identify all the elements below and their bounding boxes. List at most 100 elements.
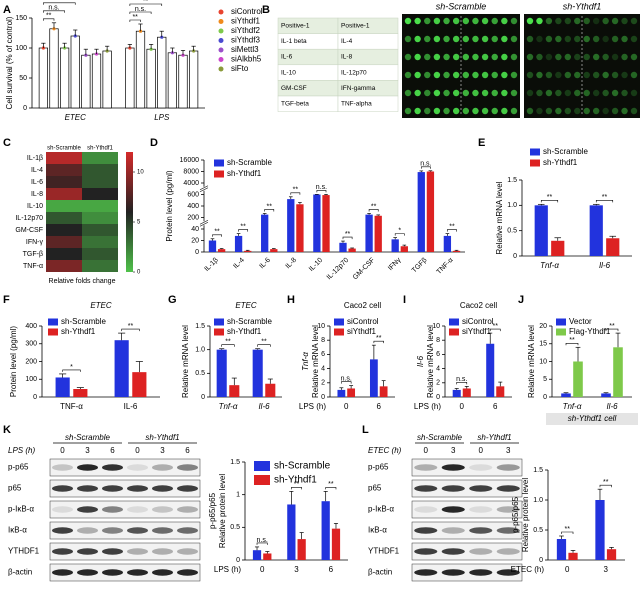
array-spot — [424, 53, 431, 61]
significance-bracket — [43, 2, 76, 5]
bar — [321, 501, 330, 560]
y-tick-label: 8000 — [183, 168, 199, 175]
array-spot — [443, 71, 450, 79]
bar — [38, 47, 48, 109]
row-label: IL-6 — [31, 179, 43, 186]
blot-band — [102, 464, 123, 471]
significance-label: n.s. — [48, 5, 59, 12]
x-tick-label: IL-6 — [124, 402, 138, 411]
array-spot — [574, 107, 581, 115]
panel-letter: J — [518, 294, 524, 306]
bar — [91, 53, 102, 109]
significance-bracket — [121, 328, 140, 332]
significance-bracket — [129, 3, 163, 6]
row-label: YTHDF1 — [368, 547, 400, 556]
heat-cell — [82, 224, 118, 236]
blot-band — [414, 527, 438, 534]
caption-box — [546, 413, 638, 425]
table-label: IL-1 beta — [281, 38, 307, 45]
heat-cell — [82, 248, 118, 260]
array-spot — [501, 17, 508, 25]
y-axis-label: Relative protein level — [218, 474, 227, 548]
y-tick-label: 1.5 — [230, 459, 240, 466]
array-spot — [621, 53, 628, 61]
array-spot — [545, 107, 553, 115]
array-spot — [555, 53, 562, 61]
array-spot — [433, 71, 441, 79]
array-spot — [621, 17, 628, 25]
blot-band — [152, 506, 173, 513]
array-spot — [621, 35, 628, 43]
legend-label: sh-Ythdf1 — [61, 327, 96, 336]
legend-label: siMettl3 — [231, 45, 259, 54]
heat-cell — [82, 164, 118, 176]
significance-bracket — [316, 190, 327, 193]
x-tick-label: TNF-α — [60, 402, 83, 411]
legend-marker — [48, 318, 58, 326]
y-axis-label: Relative protein level — [521, 478, 530, 552]
array-spot — [472, 89, 479, 97]
blot-strip — [49, 479, 201, 498]
array-spot — [414, 89, 421, 97]
array-spot — [501, 71, 508, 79]
condition-label: LPS (h) — [8, 446, 35, 455]
column-label: sh-Scramble — [47, 146, 81, 152]
array-spot — [583, 89, 590, 97]
significance-label: n.s. — [420, 161, 431, 168]
x-axis-label: LPS (h) — [414, 402, 441, 411]
row-label: β-actin — [368, 568, 392, 577]
blot-band — [127, 527, 148, 534]
legend-label: Vector — [569, 317, 592, 326]
bar — [348, 248, 356, 252]
legend-label: siYthdf1 — [462, 327, 491, 336]
blot-band — [152, 464, 173, 471]
y-tick-label: 0 — [436, 394, 440, 401]
array-spot — [526, 35, 534, 43]
array-spot — [602, 53, 609, 61]
condition-label: ETEC (h) — [368, 446, 402, 455]
bar — [331, 528, 341, 560]
array-spot — [583, 71, 590, 79]
blot-band — [52, 506, 73, 513]
y-axis-label: Protein level (pg/ml) — [165, 170, 174, 241]
legend-label: siYthdf1 — [347, 327, 376, 336]
array-spot — [583, 107, 590, 115]
significance-bracket — [394, 233, 405, 236]
legend-marker — [218, 19, 224, 24]
y-tick-label: 15 — [539, 341, 547, 348]
blot-band — [77, 527, 98, 534]
significance-bracket — [561, 531, 574, 534]
significance-label: n.s. — [316, 184, 327, 191]
significance-label: ** — [371, 203, 377, 210]
array-spot — [611, 17, 619, 25]
panel-letter: K — [3, 424, 11, 436]
legend-label: sh-Ythdf1 — [543, 158, 578, 167]
row-label: IL-10 — [27, 203, 43, 210]
panel-letter: L — [362, 424, 369, 436]
heat-cell — [82, 260, 118, 272]
significance-bracket — [595, 200, 614, 203]
bar — [55, 377, 70, 397]
array-spot — [592, 71, 600, 79]
significance-label: * — [398, 227, 401, 234]
y-tick-label: 8 — [321, 337, 325, 344]
significance-bracket — [129, 11, 152, 14]
significance-label: ** — [267, 203, 273, 210]
x-tick-label: 6 — [493, 402, 498, 411]
array-spot — [592, 17, 600, 25]
blot-band — [177, 464, 198, 471]
array-spot — [536, 53, 543, 61]
array-spot — [414, 107, 421, 115]
blot-band — [414, 569, 438, 576]
bar — [462, 388, 471, 397]
table-cell — [337, 95, 399, 112]
table-label: IFN-gamma — [341, 85, 376, 92]
array-spot — [555, 89, 562, 97]
legend-marker — [214, 170, 224, 178]
array-spot — [592, 35, 600, 43]
y-axis-label: p-p65/p65 — [511, 496, 520, 533]
array-spot — [574, 53, 581, 61]
bar — [369, 359, 378, 397]
x-tick-label: Il-6 — [599, 261, 611, 270]
